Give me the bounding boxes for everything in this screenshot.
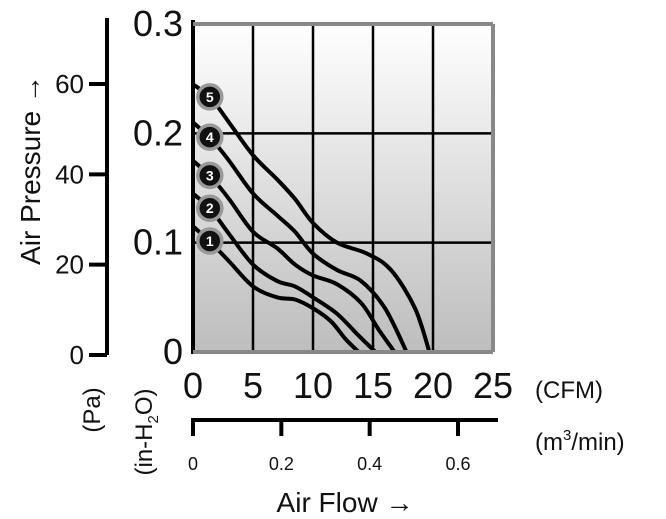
curve-badges: 1 2 3 4 5 — [196, 83, 224, 255]
m3min-tick-label: 0 — [188, 454, 198, 474]
x-tick-label: 15 — [353, 365, 393, 406]
y-unit-inh2o: (in-H2O) — [131, 388, 162, 475]
x-tick-label: 10 — [293, 365, 333, 406]
plot-area — [193, 24, 493, 352]
y-unit-pa: (Pa) — [79, 387, 106, 432]
curve-badge-1 — [196, 227, 224, 255]
curve-1 — [191, 224, 361, 354]
grid-lines — [193, 24, 493, 352]
x-unit-cfm: (CFM) — [535, 377, 603, 404]
x-tick-label: 5 — [243, 365, 263, 406]
y-tick-label: 0.2 — [133, 112, 183, 153]
y-tick-label: 0 — [163, 331, 183, 372]
y-tick-labels-inh2o: 0 0.1 0.2 0.3 — [133, 3, 183, 372]
m3min-tick-label: 0.4 — [357, 454, 382, 474]
pa-axis: 0 20 40 60 — [55, 18, 109, 370]
pa-tick-label: 60 — [55, 69, 84, 99]
x-tick-labels-cfm: 0 5 10 15 20 25 — [183, 365, 513, 406]
x-tick-label: 25 — [473, 365, 513, 406]
curve-badge-3 — [196, 161, 224, 190]
curve-badge-label-3: 3 — [206, 167, 214, 183]
pa-tick-label: 20 — [55, 250, 84, 280]
curve-3 — [191, 158, 397, 354]
x-unit-m3min: (m3/min) — [535, 427, 625, 456]
curve-badge-label-1: 1 — [206, 233, 214, 249]
x-tick-label: 20 — [413, 365, 453, 406]
plot-frame — [191, 20, 495, 354]
curve-badge-5 — [196, 83, 224, 111]
x-tick-label: 0 — [183, 365, 203, 406]
y-axis-title: Air Pressure → — [15, 75, 46, 265]
pa-tick-label: 40 — [55, 159, 84, 189]
curve-badge-label-2: 2 — [206, 200, 214, 216]
curve-badge-4 — [196, 123, 224, 151]
curve-badge-label-4: 4 — [206, 129, 214, 145]
pa-tick-label: 0 — [70, 340, 84, 370]
curves — [191, 82, 432, 354]
curve-5 — [191, 82, 432, 354]
curve-badge-2 — [196, 194, 224, 222]
x-axis-title: Air Flow → — [277, 487, 414, 518]
m3min-axis: 0 0.2 0.4 0.6 — [188, 418, 498, 474]
y-tick-label: 0.1 — [133, 222, 183, 263]
curve-4 — [191, 120, 409, 354]
y-tick-label: 0.3 — [133, 3, 183, 44]
m3min-tick-label: 0.2 — [269, 454, 294, 474]
m3min-tick-label: 0.6 — [445, 454, 470, 474]
curve-badge-label-5: 5 — [206, 89, 214, 105]
curve-2 — [191, 191, 378, 354]
